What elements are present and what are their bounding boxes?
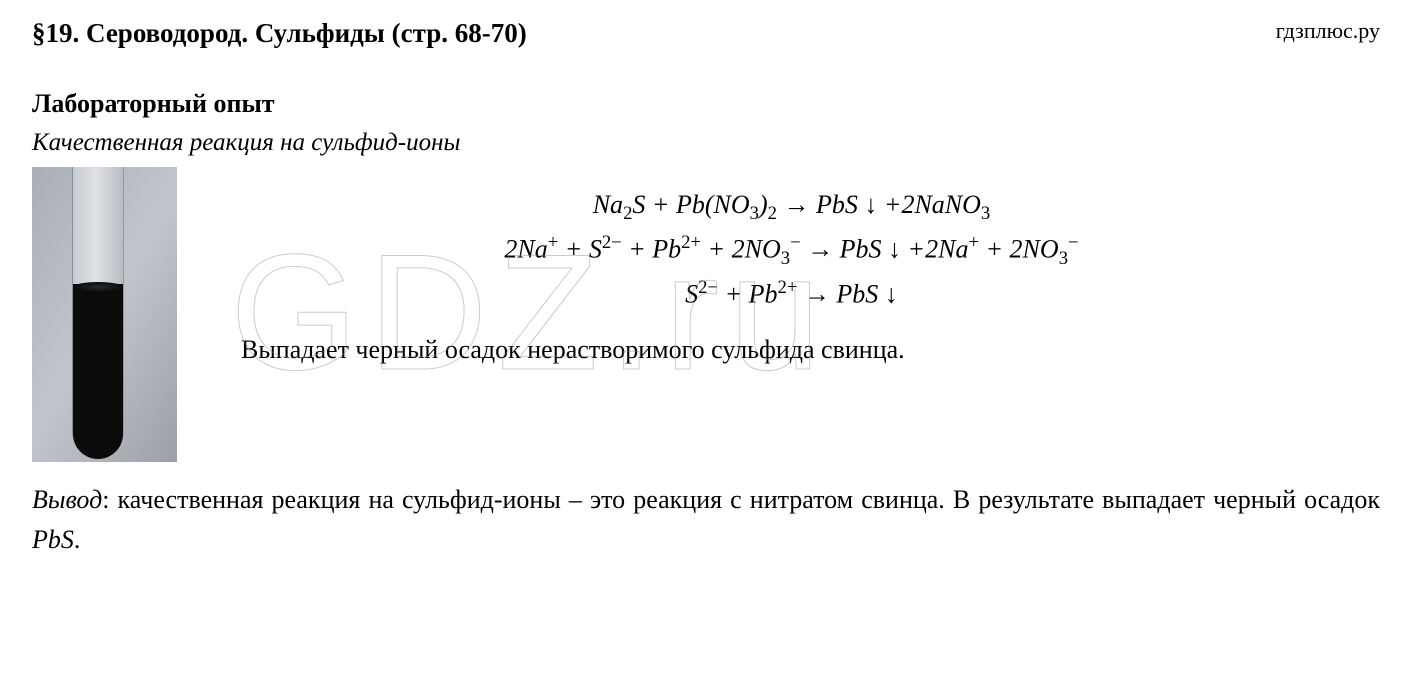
header-row: §19. Сероводород. Сульфиды (стр. 68-70) … xyxy=(32,18,1380,49)
content-row: Na2S + Pb(NO3)2 → PbS ↓ +2NaNO3 2Na+ + S… xyxy=(32,167,1380,462)
equations-block: Na2S + Pb(NO3)2 → PbS ↓ +2NaNO3 2Na+ + S… xyxy=(203,167,1380,365)
equation-1: Na2S + Pb(NO3)2 → PbS ↓ +2NaNO3 xyxy=(203,185,1380,228)
site-label: гдзплюс.ру xyxy=(1276,18,1380,44)
conclusion: Вывод: качественная реакция на сульфид-и… xyxy=(32,480,1380,561)
conclusion-text-1: : качественная реакция на сульфид-ионы –… xyxy=(102,485,1380,514)
equation-2: 2Na+ + S2− + Pb2+ + 2NO3− → PbS ↓ +2Na+ … xyxy=(203,228,1380,273)
conclusion-formula: PbS xyxy=(32,525,74,554)
conclusion-label: Вывод xyxy=(32,485,102,514)
equations-lines: Na2S + Pb(NO3)2 → PbS ↓ +2NaNO3 2Na+ + S… xyxy=(203,185,1380,315)
result-text: Выпадает черный осадок нерастворимого су… xyxy=(203,335,1380,365)
equation-3: S2− + Pb2+ → PbS ↓ xyxy=(203,273,1380,315)
test-tube-meniscus xyxy=(73,282,123,292)
lab-heading: Лабораторный опыт xyxy=(32,89,1380,119)
test-tube-image xyxy=(32,167,177,462)
test-tube-liquid xyxy=(73,284,123,459)
conclusion-text-2: . xyxy=(74,525,81,554)
reaction-title: Качественная реакция на сульфид-ионы xyxy=(32,129,1380,157)
section-title: §19. Сероводород. Сульфиды (стр. 68-70) xyxy=(32,18,527,49)
